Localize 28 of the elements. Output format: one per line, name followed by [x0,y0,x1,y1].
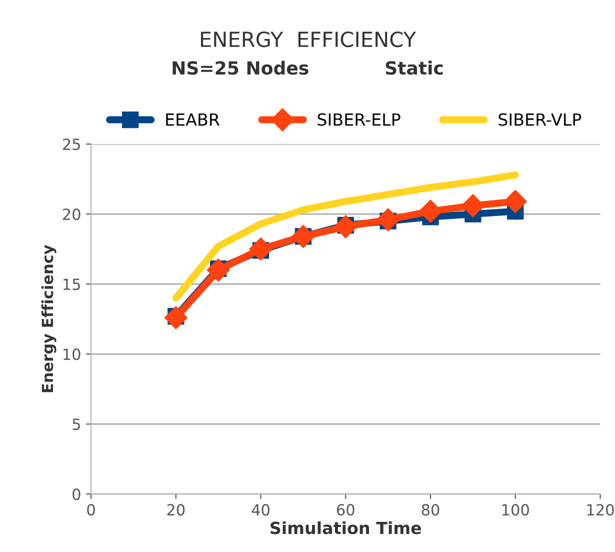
point [249,238,272,261]
y-tick-label: 15 [64,278,80,290]
point [419,200,442,223]
chart-title: ENERGY EFFICIENCY [201,31,416,48]
legend-label: SIBER-VLP [498,113,582,126]
y-tick-label: 5 [72,418,80,430]
point [334,215,358,238]
point [164,306,188,330]
y-tick-label: 0 [72,488,80,500]
point [376,208,400,232]
x-tick-label: 0 [87,504,95,516]
x-tick-label: 100 [502,504,529,516]
x-tick-label: 40 [252,504,270,516]
x-axis-title: Simulation Time [270,521,422,534]
y-tick-label: 20 [62,208,80,220]
x-tick-label: 80 [422,504,440,516]
legend-label: SIBER-ELP [318,113,400,126]
y-tick-label: 25 [62,138,80,150]
y-axis-title: Energy Efficiency [41,244,56,392]
point [461,194,484,218]
chart-subtitle: NS=25 Nodes Static [172,60,443,75]
point [292,224,315,248]
x-tick-label: 20 [167,504,185,516]
x-tick-label: 120 [587,504,614,516]
point [206,258,230,282]
legend-label: EEABR [166,113,220,126]
y-tick-label: 10 [64,348,80,360]
x-tick-label: 60 [336,504,354,516]
